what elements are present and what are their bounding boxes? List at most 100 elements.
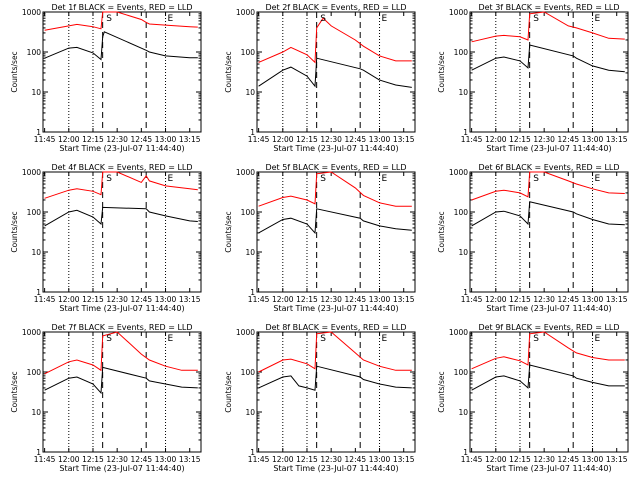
y-tick-label: 10 — [458, 248, 468, 257]
x-tick-label: 13:15 — [606, 455, 628, 464]
events-series-line — [258, 365, 412, 391]
interval-marker-label: S — [533, 334, 539, 344]
x-axis-label: Start Time (23-Jul-07 11:44:40) — [273, 144, 398, 153]
y-axis-label: Counts/sec — [224, 51, 233, 92]
y-tick-label: 1 — [250, 448, 255, 457]
x-tick-label: 11:45 — [461, 455, 483, 464]
panel-title: Det 1f BLACK = Events, RED = LLD — [51, 3, 192, 12]
x-tick-label: 12:00 — [58, 135, 80, 144]
y-tick-label: 10 — [31, 248, 41, 257]
x-tick-label: 12:30 — [320, 295, 342, 304]
interval-marker-label: E — [168, 14, 174, 24]
x-tick-label: 12:45 — [345, 455, 367, 464]
events-series-line — [44, 31, 198, 61]
x-axis-label: Start Time (23-Jul-07 11:44:40) — [59, 304, 184, 313]
x-tick-label: 12:30 — [106, 455, 128, 464]
events-series-line — [44, 206, 198, 227]
x-tick-label: 12:15 — [82, 135, 104, 144]
y-tick-label: 1 — [36, 448, 41, 457]
interval-marker-label: E — [168, 174, 174, 184]
y-tick-label: 1000 — [236, 168, 255, 177]
x-axis-label: Start Time (23-Jul-07 11:44:40) — [486, 144, 611, 153]
x-tick-label: 13:00 — [155, 455, 177, 464]
x-tick-label: 12:00 — [485, 135, 507, 144]
x-tick-label: 12:00 — [272, 135, 294, 144]
x-tick-label: 12:15 — [509, 295, 531, 304]
x-tick-label: 11:45 — [248, 455, 270, 464]
interval-marker-label: E — [382, 14, 388, 24]
interval-marker-label: S — [533, 174, 539, 184]
y-tick-label: 100 — [27, 48, 42, 57]
plot-frame — [469, 171, 629, 293]
interval-marker-label: S — [533, 14, 539, 24]
x-tick-label: 13:15 — [393, 295, 415, 304]
y-tick-label: 100 — [454, 48, 469, 57]
panel-title: Det 9f BLACK = Events, RED = LLD — [478, 323, 619, 332]
y-tick-label: 1 — [463, 288, 468, 297]
plot-frame — [256, 331, 416, 453]
x-tick-label: 12:45 — [345, 135, 367, 144]
x-tick-label: 12:30 — [106, 135, 128, 144]
y-tick-label: 1000 — [449, 328, 468, 337]
x-tick-label: 13:15 — [179, 295, 201, 304]
x-axis-label: Start Time (23-Jul-07 11:44:40) — [59, 144, 184, 153]
x-tick-label: 12:45 — [131, 135, 153, 144]
x-tick-label: 12:45 — [558, 455, 580, 464]
interval-marker-label: S — [320, 334, 326, 344]
x-tick-label: 11:45 — [461, 135, 483, 144]
detector-panel: Det 9f BLACK = Events, RED = LLD 11:45 12:… — [437, 323, 629, 473]
y-tick-label: 10 — [31, 88, 41, 97]
x-tick-label: 11:45 — [34, 455, 56, 464]
lld-series-line — [44, 171, 198, 199]
y-axis-label: Counts/sec — [224, 371, 233, 412]
plot-frame — [256, 171, 416, 293]
x-tick-label: 12:00 — [58, 295, 80, 304]
panel-title: Det 2f BLACK = Events, RED = LLD — [265, 3, 406, 12]
x-tick-label: 13:15 — [606, 295, 628, 304]
y-tick-label: 100 — [241, 368, 256, 377]
x-tick-label: 13:00 — [369, 455, 391, 464]
y-tick-label: 1000 — [236, 8, 255, 17]
y-tick-label: 10 — [458, 88, 468, 97]
interval-marker-label: E — [168, 334, 174, 344]
x-tick-label: 12:45 — [131, 295, 153, 304]
interval-marker-label: E — [382, 174, 388, 184]
x-tick-label: 13:00 — [582, 295, 604, 304]
y-tick-label: 1000 — [22, 168, 41, 177]
x-tick-label: 12:15 — [82, 455, 104, 464]
lld-series-line — [258, 171, 412, 207]
y-tick-label: 10 — [245, 248, 255, 257]
x-tick-label: 13:15 — [179, 455, 201, 464]
panel-title: Det 3f BLACK = Events, RED = LLD — [478, 3, 619, 12]
interval-marker-label: S — [106, 174, 112, 184]
y-tick-label: 10 — [245, 408, 255, 417]
y-tick-label: 1000 — [236, 328, 255, 337]
plot-frame — [42, 171, 202, 293]
y-tick-label: 1000 — [449, 168, 468, 177]
y-tick-label: 1 — [36, 288, 41, 297]
x-tick-label: 12:15 — [296, 135, 318, 144]
panel-title: Det 4f BLACK = Events, RED = LLD — [51, 163, 192, 172]
x-tick-label: 12:30 — [533, 455, 555, 464]
x-tick-label: 12:30 — [320, 135, 342, 144]
events-series-line — [258, 57, 412, 88]
plot-frame — [469, 331, 629, 453]
y-tick-label: 1000 — [22, 8, 41, 17]
y-tick-label: 100 — [27, 368, 42, 377]
x-tick-label: 12:45 — [131, 455, 153, 464]
y-axis-label: Counts/sec — [224, 211, 233, 252]
x-tick-label: 12:00 — [58, 455, 80, 464]
y-tick-label: 1000 — [449, 8, 468, 17]
x-tick-label: 13:00 — [369, 135, 391, 144]
x-tick-label: 12:00 — [485, 295, 507, 304]
events-series-line — [258, 208, 412, 235]
x-tick-label: 12:15 — [82, 295, 104, 304]
x-tick-label: 12:45 — [345, 295, 367, 304]
plot-frame — [469, 11, 629, 133]
y-tick-label: 1 — [250, 128, 255, 137]
events-series-line — [471, 364, 625, 391]
x-tick-label: 13:00 — [582, 135, 604, 144]
